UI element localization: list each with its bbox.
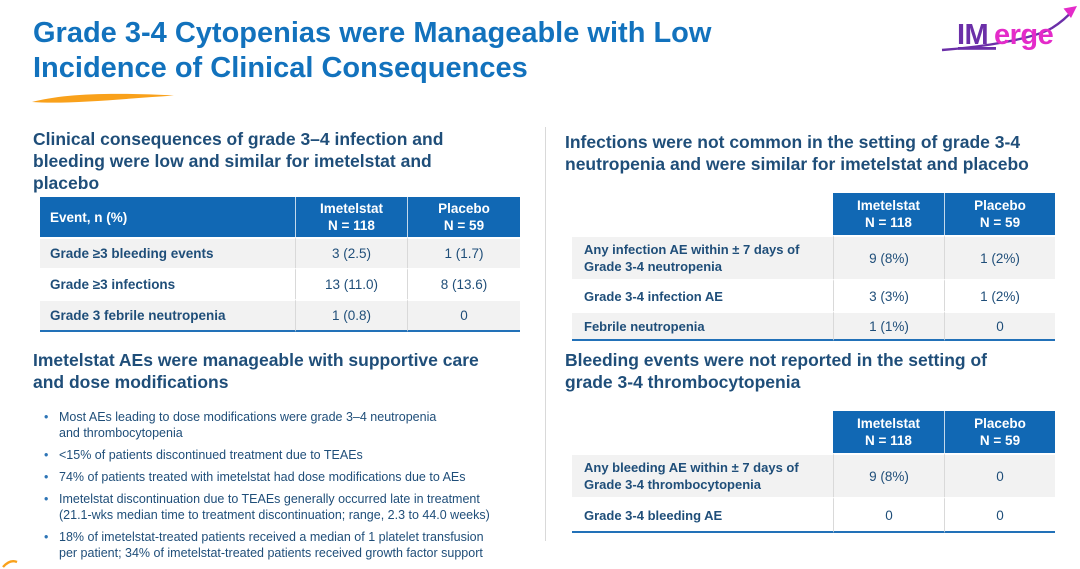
- placebo-value-cell: 0: [407, 299, 520, 332]
- logo-arrow-icon: [941, 10, 1073, 52]
- event-label-cell: Grade 3-4 infection AE: [572, 279, 833, 311]
- placebo-value-cell: 1 (2%): [944, 235, 1055, 279]
- placebo-value-cell: 8 (13.6): [407, 268, 520, 299]
- table-row: Any infection AE within ± 7 days of Grad…: [572, 235, 1055, 279]
- event-label-cell: Any bleeding AE within ± 7 days of Grade…: [572, 453, 833, 497]
- imetelstat-value-cell: 0: [833, 497, 944, 533]
- list-item: Imetelstat discontinuation due to TEAEs …: [42, 491, 542, 523]
- table-row: Febrile neutropenia 1 (1%) 0: [572, 311, 1055, 341]
- list-item: 18% of imetelstat-treated patients recei…: [42, 529, 542, 561]
- imetelstat-value-cell: 1 (0.8): [295, 299, 407, 332]
- imetelstat-value-cell: 9 (8%): [833, 235, 944, 279]
- col-header-imetelstat: Imetelstat N = 118: [295, 197, 407, 237]
- logo-text-im: IM: [957, 19, 988, 51]
- table-header-row: Imetelstat N = 118 Placebo N = 59: [572, 411, 1055, 453]
- table-row: Grade 3 febrile neutropenia 1 (0.8) 0: [40, 299, 520, 332]
- table-header-row: Imetelstat N = 118 Placebo N = 59: [572, 193, 1055, 235]
- placebo-value-cell: 0: [944, 311, 1055, 341]
- infections-table: Imetelstat N = 118 Placebo N = 59 Any in…: [572, 193, 1055, 341]
- event-label-cell: Any infection AE within ± 7 days of Grad…: [572, 235, 833, 279]
- page-title-line-2: Incidence of Clinical Consequences: [33, 52, 528, 84]
- corner-swoosh-fragment: [2, 559, 18, 568]
- list-item: 74% of patients treated with imetelstat …: [42, 469, 542, 485]
- table-row: Grade 3-4 infection AE 3 (3%) 1 (2%): [572, 279, 1055, 311]
- placebo-value-cell: 1 (2%): [944, 279, 1055, 311]
- logo-arrowhead-icon: [1063, 6, 1077, 18]
- placebo-value-cell: 0: [944, 497, 1055, 533]
- col-header-imetelstat: Imetelstat N = 118: [833, 193, 944, 235]
- left-section-heading-ae-management: Imetelstat AEs were manageable with supp…: [33, 350, 479, 392]
- table-row: Grade ≥3 infections 13 (11.0) 8 (13.6): [40, 268, 520, 299]
- col-header-imetelstat: Imetelstat N = 118: [833, 411, 944, 453]
- col-header-empty: [572, 193, 833, 235]
- event-label-cell: Febrile neutropenia: [572, 311, 833, 341]
- event-label-cell: Grade 3-4 bleeding AE: [572, 497, 833, 533]
- ae-management-bullet-list: Most AEs leading to dose modifications w…: [42, 409, 542, 567]
- table-row: Grade ≥3 bleeding events 3 (2.5) 1 (1.7): [40, 237, 520, 268]
- logo-underline: [958, 47, 996, 50]
- table-header-row: Event, n (%) Imetelstat N = 118 Placebo …: [40, 197, 520, 237]
- right-section-heading-infections: Infections were not common in the settin…: [565, 132, 1029, 174]
- clinical-consequences-table: Event, n (%) Imetelstat N = 118 Placebo …: [40, 197, 520, 332]
- imetelstat-value-cell: 1 (1%): [833, 311, 944, 341]
- page-title-line-1: Grade 3-4 Cytopenias were Manageable wit…: [33, 17, 712, 49]
- placebo-value-cell: 1 (1.7): [407, 237, 520, 268]
- event-label-cell: Grade 3 febrile neutropenia: [40, 299, 295, 332]
- col-header-placebo: Placebo N = 59: [944, 193, 1055, 235]
- col-header-event: Event, n (%): [40, 197, 295, 237]
- event-label-cell: Grade ≥3 bleeding events: [40, 237, 295, 268]
- right-section-heading-bleeding: Bleeding events were not reported in the…: [565, 350, 987, 392]
- table-row: Any bleeding AE within ± 7 days of Grade…: [572, 453, 1055, 497]
- imetelstat-value-cell: 3 (2.5): [295, 237, 407, 268]
- col-header-placebo: Placebo N = 59: [944, 411, 1055, 453]
- imetelstat-value-cell: 13 (11.0): [295, 268, 407, 299]
- bleeding-table: Imetelstat N = 118 Placebo N = 59 Any bl…: [572, 411, 1055, 533]
- event-label-cell: Grade ≥3 infections: [40, 268, 295, 299]
- col-header-empty: [572, 411, 833, 453]
- column-divider: [545, 127, 546, 541]
- list-item: <15% of patients discontinued treatment …: [42, 447, 542, 463]
- table-row: Grade 3-4 bleeding AE 0 0: [572, 497, 1055, 533]
- imetelstat-value-cell: 9 (8%): [833, 453, 944, 497]
- placebo-value-cell: 0: [944, 453, 1055, 497]
- logo-text-erge: erge: [994, 19, 1054, 51]
- left-section-heading-clinical-consequences: Clinical consequences of grade 3–4 infec…: [33, 129, 444, 193]
- orange-swoosh-decoration: [32, 93, 174, 103]
- imerge-logo: IM erge: [938, 4, 1080, 58]
- col-header-placebo: Placebo N = 59: [407, 197, 520, 237]
- page-title: Grade 3-4 Cytopenias were Manageable wit…: [33, 16, 711, 86]
- list-item: Most AEs leading to dose modifications w…: [42, 409, 542, 441]
- imetelstat-value-cell: 3 (3%): [833, 279, 944, 311]
